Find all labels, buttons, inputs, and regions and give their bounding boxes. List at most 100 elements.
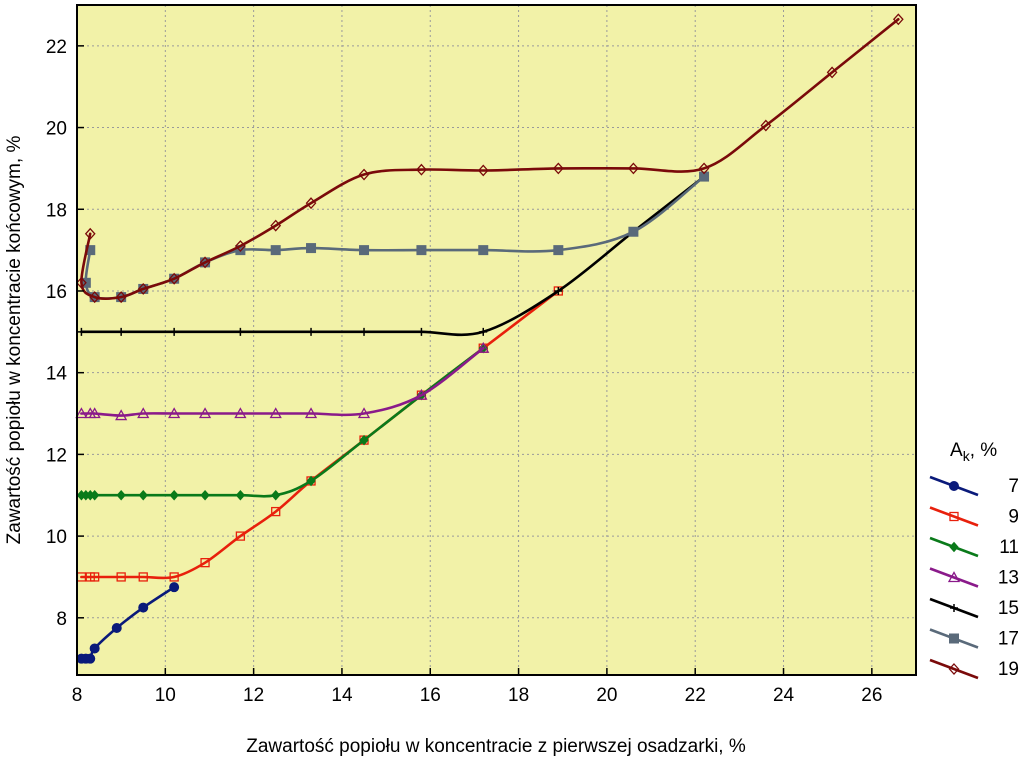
legend-item-11: 11 [929,536,1019,558]
legend-title-sub: k [963,448,971,464]
data-point [168,272,180,285]
data-point [169,489,179,501]
x-tick-label: 16 [420,685,441,706]
legend-line [929,567,979,588]
legend-label: 15 [998,598,1019,619]
data-point [360,327,369,336]
x-tick-label: 18 [508,685,529,706]
data-point [199,256,211,269]
data-point [89,643,100,654]
data-point [553,245,564,256]
series-line [80,346,485,417]
legend-line [929,658,979,680]
data-point [307,327,316,336]
data-point [359,245,370,256]
data-point [84,227,96,240]
x-tick-label: 14 [331,685,353,706]
data-point [760,119,772,132]
legend-item-9: 9 [929,506,1019,528]
y-tick-label: 10 [46,527,67,548]
legend-label: 17 [998,629,1019,650]
data-point [554,286,563,295]
legend-label: 7 [1008,476,1019,497]
y-tick-label: 20 [46,119,67,140]
legend-marker [947,571,961,583]
y-axis-label: Zawartość popiołu w koncentracie końcowy… [4,136,25,545]
legend: Ak, % 7 9 11 13 15 17 19 [929,440,1019,680]
legend-marker [949,633,959,644]
data-point [116,572,126,582]
data-point [76,276,87,289]
data-point [306,475,316,487]
data-point [115,291,127,304]
data-point [478,245,489,256]
data-point [89,291,101,304]
data-point [358,168,370,181]
data-point [479,327,488,336]
data-point [117,327,126,336]
y-tick-label: 14 [46,364,68,385]
data-point [359,434,369,446]
data-point [169,572,179,582]
data-point [416,163,427,176]
data-point [415,388,428,400]
data-point [169,582,180,593]
data-point [357,407,371,419]
legend-label: 11 [999,537,1019,558]
legend-title-main: A [950,440,963,461]
y-tick-label: 8 [56,609,67,630]
data-point [88,407,101,419]
data-point [270,245,281,256]
y-tick-label: 12 [46,445,67,466]
legend-title-suffix: , % [970,440,998,461]
data-point [826,66,838,79]
data-point [269,407,282,419]
legend-item-19: 19 [929,658,1019,680]
data-point [699,171,710,182]
data-point [235,240,246,253]
data-point [137,282,149,295]
data-point [111,623,122,634]
data-point [270,219,282,232]
legend-marker [950,604,958,612]
data-point [235,531,246,541]
legend-marker [949,541,959,553]
axis-ticks: 8 10 12 14 16 18 20 22 24 26 8 10 12 14 16 18 20 22 [46,37,883,706]
series-19 [76,13,904,304]
data-point [305,197,317,210]
data-point [892,13,904,26]
legend-line [929,506,979,527]
data-point [198,407,212,419]
legend-item-17: 17 [929,628,1019,650]
series-line [80,175,706,337]
x-tick-label: 10 [155,685,176,706]
data-point [271,506,281,517]
data-point [77,327,86,336]
data-point [416,245,427,256]
x-tick-label: 24 [773,685,795,706]
data-point [138,572,148,582]
legend-label: 13 [998,568,1019,589]
data-point [115,409,128,421]
plot-frame [76,4,917,676]
legend-item-7: 7 [929,475,1019,497]
data-point [234,407,247,419]
data-point [138,602,149,613]
legend-title: Ak, % [950,440,997,464]
x-tick-label: 12 [243,685,264,706]
data-point [168,407,181,419]
data-point [90,572,100,582]
data-point [477,341,490,353]
data-point [306,243,317,254]
y-tick-label: 18 [46,200,67,221]
data-point [271,489,281,501]
x-tick-label: 22 [685,685,706,706]
data-point [116,489,126,501]
data-point [75,407,88,419]
x-tick-label: 26 [861,685,882,706]
data-point [477,164,489,177]
series-layer [75,13,904,664]
data-point [236,327,245,336]
data-point [137,407,150,419]
